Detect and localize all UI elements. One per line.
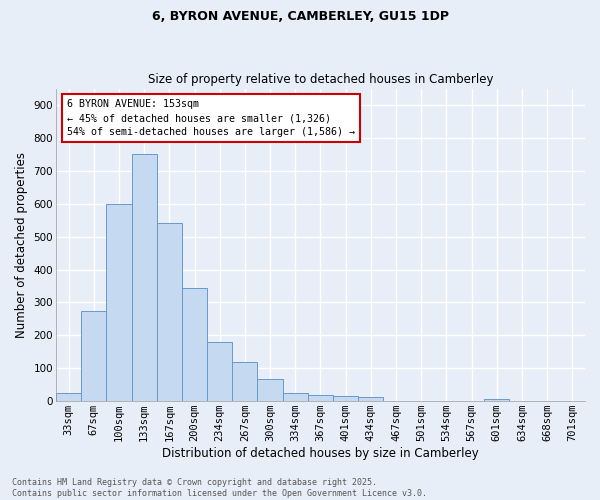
Bar (232, 362, 257, 401)
Bar (308, 395, 333, 401)
Bar (106, 204, 131, 401)
Bar (207, 342, 232, 401)
Bar (157, 224, 182, 401)
Bar (484, 398, 509, 401)
Bar (182, 288, 207, 401)
Bar (283, 393, 308, 401)
Text: Contains HM Land Registry data © Crown copyright and database right 2025.
Contai: Contains HM Land Registry data © Crown c… (12, 478, 427, 498)
Bar (56, 393, 81, 401)
X-axis label: Distribution of detached houses by size in Camberley: Distribution of detached houses by size … (162, 447, 479, 460)
Text: 6 BYRON AVENUE: 153sqm
← 45% of detached houses are smaller (1,326)
54% of semi-: 6 BYRON AVENUE: 153sqm ← 45% of detached… (67, 100, 355, 138)
Bar (81, 310, 106, 401)
Bar (257, 379, 283, 401)
Bar (131, 154, 157, 401)
Text: 6, BYRON AVENUE, CAMBERLEY, GU15 1DP: 6, BYRON AVENUE, CAMBERLEY, GU15 1DP (151, 10, 449, 23)
Y-axis label: Number of detached properties: Number of detached properties (15, 152, 28, 338)
Bar (333, 396, 358, 401)
Bar (358, 397, 383, 401)
Title: Size of property relative to detached houses in Camberley: Size of property relative to detached ho… (148, 73, 493, 86)
